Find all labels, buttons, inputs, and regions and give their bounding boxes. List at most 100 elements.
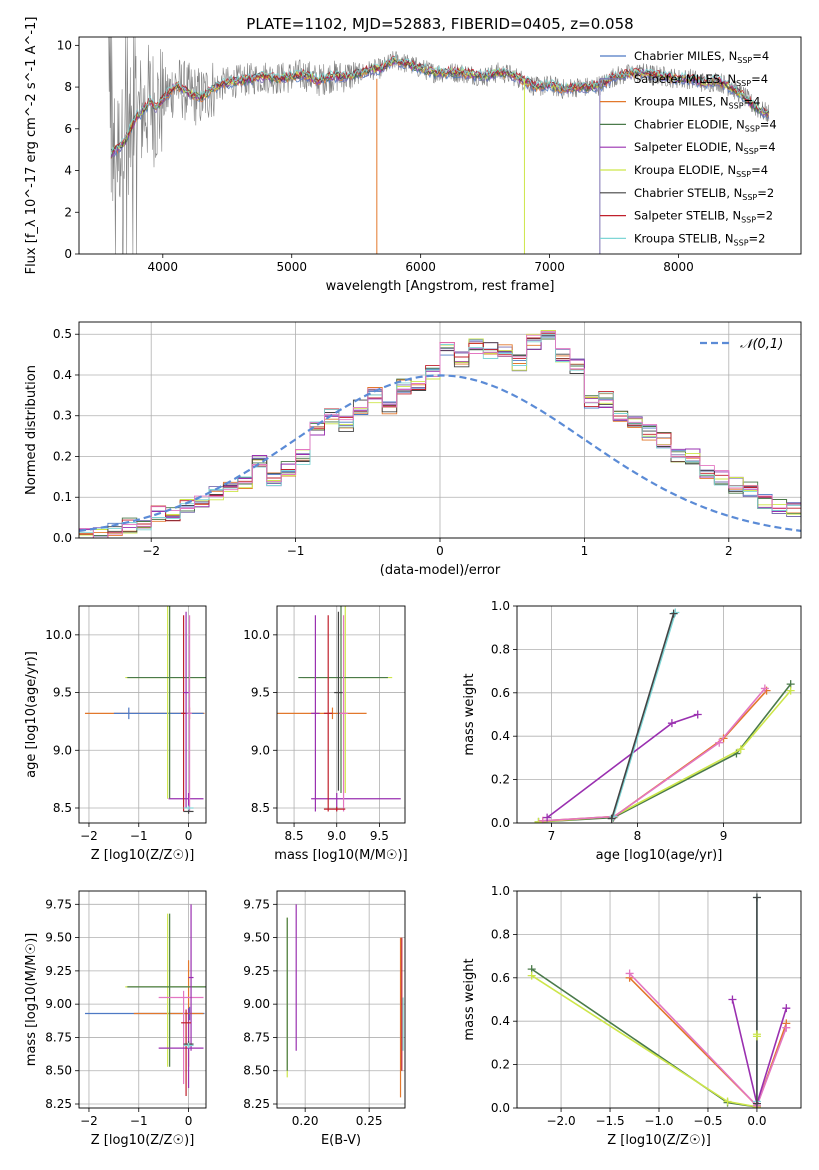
weight-z-marker <box>625 969 634 978</box>
age-z-x-tick-label: 0 <box>185 829 193 843</box>
weight-z-x-tick-label: −2.0 <box>546 1114 575 1128</box>
weight-z-y-tick-label: 0.6 <box>491 971 510 985</box>
weight-z-marker <box>782 1023 791 1032</box>
residuals-legend-label: 𝒩(0,1) <box>740 337 783 352</box>
age-z-plot-area <box>79 606 206 823</box>
weight-z-y-axis-label: mass weight <box>462 958 477 1040</box>
weight-age-y-tick-label: 0.0 <box>491 816 510 830</box>
residuals-x-tick-label: 2 <box>725 544 733 558</box>
spectrum-legend-label: Salpeter STELIB, NSSP=2 <box>634 209 773 225</box>
weight-age-x-tick-label: 8 <box>634 829 642 843</box>
weight-age-marker <box>607 814 616 823</box>
spectrum-panel: 4000 5000 6000 7000 8000 0 2 4 6 8 10 wavelength [A… <box>24 17 802 294</box>
weight-age-marker <box>693 710 702 719</box>
weight-age-line <box>612 612 677 817</box>
age-mass-x-tick-label: 9.5 <box>370 829 389 843</box>
figure-title: PLATE=1102, MJD=52883, FIBERID=0405, z=0… <box>246 15 633 33</box>
spectrum-frame <box>78 36 802 255</box>
mass-ebv-y-tick-label: 9.75 <box>243 897 270 911</box>
spectrum-x-tick-label: 8000 <box>663 260 694 274</box>
mass-z-x-axis-label: Z [log10(Z/Z☉)] <box>91 1133 195 1148</box>
residuals-y-tick-label: 0.3 <box>53 409 72 423</box>
mass-vs-metallicity-panel: −2 −1 0 8.25 8.50 8.75 9.00 9.25 9.50 9.75 Z [log1… <box>24 890 207 1148</box>
mass-z-y-tick-label: 8.75 <box>45 1030 72 1044</box>
spectrum-y-tick-label: 0 <box>64 247 72 261</box>
weight-age-line <box>610 613 675 819</box>
residual-histogram <box>79 332 801 538</box>
residuals-y-tick-label: 0.1 <box>53 490 72 504</box>
mass-ebv-frame <box>276 890 406 1109</box>
plot-layer <box>108 37 770 254</box>
weight-z-marker <box>527 971 536 980</box>
weight-z-x-tick-label: −1.5 <box>595 1114 624 1128</box>
spectrum-model-line <box>110 53 770 155</box>
spectrum-y-tick-label: 4 <box>64 164 72 178</box>
mass-ebv-y-tick-label: 8.75 <box>243 1030 270 1044</box>
weight-z-x-tick-label: −1.0 <box>644 1114 673 1128</box>
residuals-y-tick-label: 0.2 <box>53 449 72 463</box>
weight-z-marker <box>752 893 761 902</box>
age-mass-y-tick-label: 9.0 <box>251 743 270 757</box>
weight-z-marker <box>752 1099 761 1108</box>
spectrum-data-line <box>108 37 770 254</box>
mass-z-frame <box>78 890 207 1109</box>
weight-age-marker <box>786 686 795 695</box>
spectrum-legend-label: Kroupa ELODIE, NSSP=4 <box>634 163 768 179</box>
age-z-y-tick-label: 9.0 <box>53 743 72 757</box>
weight-age-y-tick-label: 0.6 <box>491 686 510 700</box>
spectrum-legend-label: Salpeter MILES, NSSP=4 <box>634 72 768 88</box>
weight-vs-metallicity-panel: −2.0 −1.5 −1.0 −0.5 0.0 0.0 0.2 0.4 0.6 0.8 1.0 Z [… <box>462 884 802 1148</box>
age-vs-metallicity-panel: −2 −1 0 8.5 9.0 9.5 10.0 Z [log10(Z/Z☉)] age [lo… <box>24 605 207 863</box>
mass-ebv-y-tick-label: 9.50 <box>243 931 270 945</box>
mass-z-y-tick-label: 9.00 <box>45 997 72 1011</box>
residuals-y-tick-label: 0.4 <box>53 368 72 382</box>
mass-z-y-tick-label: 9.50 <box>45 931 72 945</box>
spectrum-x-tick-label: 7000 <box>534 260 565 274</box>
age-mass-y-tick-label: 9.5 <box>251 686 270 700</box>
mass-ebv-y-tick-label: 8.25 <box>243 1097 270 1111</box>
weight-age-line <box>542 687 766 822</box>
weight-z-y-tick-label: 1.0 <box>491 884 510 898</box>
weight-z-x-tick-label: −0.5 <box>693 1114 722 1128</box>
mass-z-x-tick-label: 0 <box>185 1114 193 1128</box>
residuals-x-tick-label: 0 <box>436 544 444 558</box>
plot-layer <box>84 606 206 814</box>
spectrum-legend-label: Chabrier STELIB, NSSP=2 <box>634 186 774 202</box>
weight-age-y-axis-label: mass weight <box>462 673 477 755</box>
spectrum-legend-label: Kroupa STELIB, NSSP=2 <box>634 231 765 247</box>
spectrum-y-tick-label: 10 <box>57 38 72 52</box>
mass-vs-extinction-panel: 0.20 0.25 8.25 8.50 8.75 9.00 9.25 9.50 9.75 E(B-… <box>243 890 406 1148</box>
mass-ebv-y-tick-label: 8.50 <box>243 1064 270 1078</box>
weight-z-y-tick-label: 0.8 <box>491 927 510 941</box>
age-mass-x-tick-label: 9.0 <box>327 829 346 843</box>
weight-age-frame <box>516 605 802 824</box>
mass-z-y-axis-label: mass [log10(M/M☉)] <box>24 933 39 1066</box>
plot-layer <box>527 893 791 1108</box>
weight-z-marker <box>728 995 737 1004</box>
mass-ebv-y-tick-label: 9.00 <box>243 997 270 1011</box>
age-vs-mass-panel: 8.5 9.0 9.5 8.5 9.0 9.5 10.0 mass [log10(M/M☉)] <box>243 605 408 863</box>
weight-age-marker <box>760 684 769 693</box>
spectrum-model-line <box>111 54 770 153</box>
age-z-x-tick-label: −1 <box>130 829 148 843</box>
spectrum-legend-label: Kroupa MILES, NSSP=4 <box>634 95 760 111</box>
weight-z-y-tick-label: 0.0 <box>491 1101 510 1115</box>
weight-age-marker <box>534 817 543 823</box>
spectrum-x-tick-label: 5000 <box>276 260 307 274</box>
age-z-y-tick-label: 8.5 <box>53 801 72 815</box>
gaussian-curve <box>79 374 801 532</box>
plot-layer <box>286 904 404 1098</box>
mass-z-y-tick-label: 9.25 <box>45 964 72 978</box>
weight-z-x-tick-label: 0.0 <box>747 1114 766 1128</box>
weight-age-marker <box>671 608 680 617</box>
residuals-x-axis-label: (data-model)/error <box>380 563 501 578</box>
weight-age-plot-area <box>517 606 801 823</box>
spectrum-x-tick-label: 6000 <box>405 260 436 274</box>
weight-age-marker <box>543 813 552 822</box>
age-mass-x-axis-label: mass [log10(M/M☉)] <box>274 848 407 863</box>
spectrum-legend-label: Chabrier MILES, NSSP=4 <box>634 49 769 65</box>
weight-age-x-tick-label: 9 <box>720 829 728 843</box>
plot-layer <box>79 330 801 538</box>
residuals-x-tick-label: −2 <box>142 544 160 558</box>
